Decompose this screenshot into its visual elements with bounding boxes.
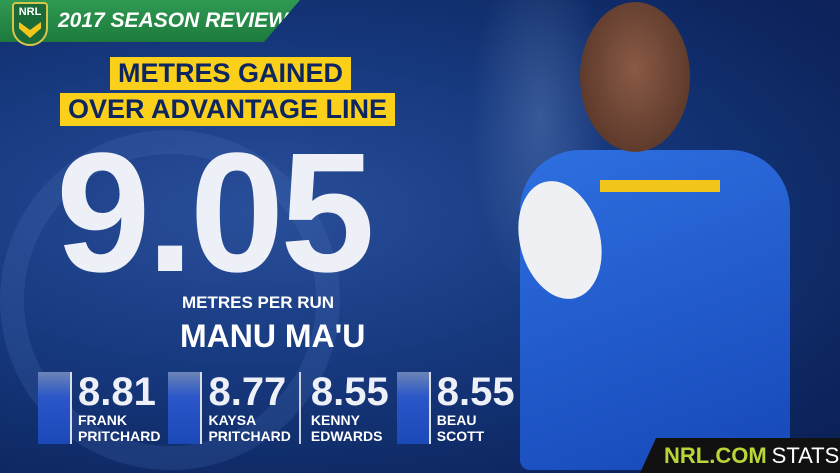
player-name: MANU MA'U — [180, 318, 366, 354]
other-player: 8.81 FRANK PRITCHARD — [38, 372, 160, 444]
jersey-stripe — [600, 180, 720, 192]
stat-unit: METRES PER RUN — [182, 293, 335, 312]
other-first: BEAU — [436, 412, 477, 428]
nrl-logo: NRL — [12, 2, 48, 46]
other-first: KAYSA — [208, 412, 257, 428]
other-value: 8.55 — [436, 370, 515, 414]
featured-player-image — [480, 2, 840, 470]
footer-brand: NRL.COM STATS — [640, 438, 840, 473]
stat-value: 9.05 — [56, 118, 375, 308]
other-last: EDWARDS — [310, 428, 383, 444]
other-last: PRITCHARD — [78, 428, 161, 444]
other-first: KENNY — [310, 412, 360, 428]
other-last: PRITCHARD — [208, 428, 291, 444]
divider — [298, 372, 301, 444]
header-banner: 2017 SEASON REVIEW — [0, 0, 300, 42]
other-first: FRANK — [78, 412, 127, 428]
logo-text: NRL — [18, 6, 42, 18]
other-player: 8.77 KAYSA PRITCHARD — [168, 370, 291, 444]
player-photo — [168, 372, 203, 444]
player-photo — [396, 372, 431, 444]
other-value: 8.77 — [208, 370, 287, 414]
other-players: 8.81 FRANK PRITCHARD 8.77 KAYSA PRITCHAR… — [38, 372, 523, 444]
stat-title-line1: METRES GAINED — [110, 57, 352, 90]
footer-suffix: STATS — [771, 442, 840, 468]
stat-title-line2: OVER ADVANTAGE LINE — [60, 93, 396, 126]
other-value: 8.81 — [78, 370, 156, 414]
other-player: 8.55 KENNY EDWARDS — [311, 372, 389, 444]
footer-brand-name: NRL.COM — [664, 442, 767, 468]
other-last: SCOTT — [436, 428, 485, 444]
player-head — [580, 2, 690, 152]
other-value: 8.55 — [310, 370, 389, 414]
chevron-icon — [19, 22, 41, 38]
other-player: 8.55 BEAU SCOTT — [396, 370, 515, 444]
header-title: 2017 SEASON REVIEW — [58, 9, 288, 32]
player-photo — [38, 372, 72, 444]
